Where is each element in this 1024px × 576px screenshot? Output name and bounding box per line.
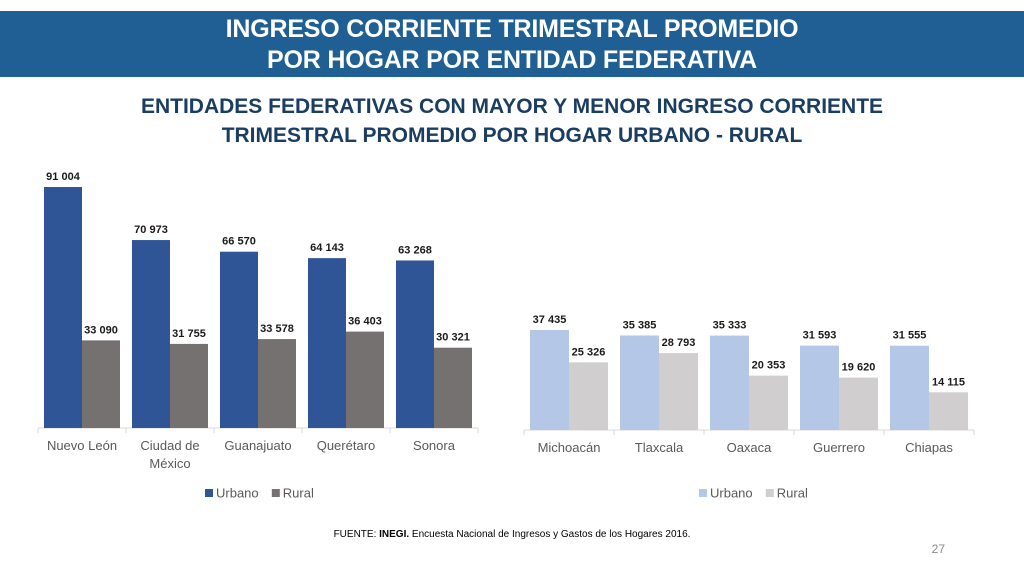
low-legend-swatch-urbano xyxy=(699,489,707,497)
source-org: INEGI. xyxy=(379,529,410,540)
chart-subtitle-line1: ENTIDADES FEDERATIVAS CON MAYOR Y MENOR … xyxy=(140,95,884,118)
chart-subtitle: ENTIDADES FEDERATIVAS CON MAYOR Y MENOR … xyxy=(0,92,1024,150)
high-category-label: Nuevo León xyxy=(47,438,117,453)
high-category-label: Ciudad de xyxy=(140,438,199,453)
high-category-label: Querétaro xyxy=(317,438,376,453)
high-legend-swatch-urbano xyxy=(205,489,213,497)
low-bar-rural xyxy=(569,362,608,430)
low-category-label: Michoacán xyxy=(538,440,601,455)
low-data-label: 20 353 xyxy=(752,360,786,372)
low-bar-urbano xyxy=(890,345,929,430)
high-legend-label-urbano: Urbano xyxy=(216,486,259,501)
page-number: 27 xyxy=(931,542,945,556)
low-bar-urbano xyxy=(530,330,569,430)
high-data-label: 63 268 xyxy=(398,244,432,256)
high-data-label: 33 090 xyxy=(84,324,118,336)
low-category-label: Oaxaca xyxy=(727,440,773,455)
low-legend-swatch-rural xyxy=(765,489,774,497)
high-data-label: 31 755 xyxy=(172,328,206,340)
page-title: INGRESO CORRIENTE TRIMESTRAL PROMEDIO PO… xyxy=(0,14,1024,76)
high-bar-urbano xyxy=(396,260,434,428)
low-data-label: 25 326 xyxy=(572,346,606,358)
low-bar-urbano xyxy=(800,345,839,430)
high-bar-urbano xyxy=(308,258,346,428)
low-bar-urbano xyxy=(710,335,749,430)
header-banner xyxy=(0,11,1024,77)
source-prefix: FUENTE: xyxy=(333,529,380,540)
page-title-line1: INGRESO CORRIENTE TRIMESTRAL PROMEDIO xyxy=(225,15,799,43)
low-data-label: 28 793 xyxy=(662,337,696,349)
low-category-label: Tlaxcala xyxy=(635,440,684,455)
low-category-label: Guerrero xyxy=(813,440,865,455)
source-note: FUENTE: INEGI. Encuesta Nacional de Ingr… xyxy=(0,529,1024,540)
high-bar-rural xyxy=(258,339,296,428)
high-bar-urbano xyxy=(44,187,82,428)
low-bar-urbano xyxy=(620,335,659,430)
high-category-label: México xyxy=(149,456,190,471)
high-data-label: 36 403 xyxy=(348,316,382,328)
low-data-label: 35 333 xyxy=(713,320,747,332)
high-category-label: Sonora xyxy=(413,438,456,453)
page-title-line2: POR HOGAR POR ENTIDAD FEDERATIVA xyxy=(267,46,757,74)
high-bar-urbano xyxy=(220,251,258,428)
high-bar-rural xyxy=(346,331,384,428)
high-bar-rural xyxy=(434,347,472,428)
low-bar-rural xyxy=(749,375,788,430)
low-data-label: 31 555 xyxy=(893,330,927,342)
high-category-label: Guanajuato xyxy=(224,438,291,453)
high-bar-urbano xyxy=(132,240,170,428)
low-bar-rural xyxy=(929,392,968,430)
low-category-label: Chiapas xyxy=(905,440,953,455)
low-data-label: 31 593 xyxy=(803,330,837,342)
high-data-label: 91 004 xyxy=(46,171,81,183)
low-data-label: 35 385 xyxy=(623,319,657,331)
high-legend-label-rural: Rural xyxy=(283,486,314,501)
low-bar-rural xyxy=(839,377,878,430)
low-data-label: 14 115 xyxy=(932,376,965,388)
low-bar-rural xyxy=(659,353,698,430)
high-data-label: 30 321 xyxy=(436,332,470,344)
high-data-label: 33 578 xyxy=(260,323,294,335)
high-bar-rural xyxy=(170,343,208,428)
low-legend-label-urbano: Urbano xyxy=(710,486,753,501)
high-bar-rural xyxy=(82,340,120,428)
low-data-label: 37 435 xyxy=(533,314,567,326)
high-data-label: 70 973 xyxy=(134,224,168,236)
low-legend-label-rural: Rural xyxy=(777,486,808,501)
high-legend-swatch-rural xyxy=(271,489,280,497)
source-text: Encuesta Nacional de Ingresos y Gastos d… xyxy=(409,529,691,540)
low-data-label: 19 620 xyxy=(842,362,876,374)
chart-subtitle-line2: TRIMESTRAL PROMEDIO POR HOGAR URBANO - R… xyxy=(221,124,803,147)
high-data-label: 64 143 xyxy=(310,242,344,254)
high-data-label: 66 570 xyxy=(222,236,256,248)
